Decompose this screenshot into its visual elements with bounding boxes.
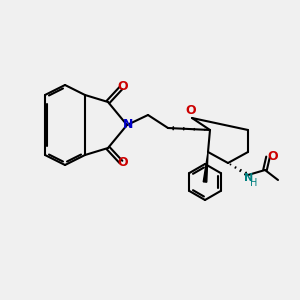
Text: H: H bbox=[250, 178, 258, 188]
Text: O: O bbox=[118, 80, 128, 94]
Text: N: N bbox=[123, 118, 133, 131]
Text: O: O bbox=[118, 157, 128, 169]
Text: O: O bbox=[268, 149, 278, 163]
Polygon shape bbox=[203, 152, 208, 182]
Text: N: N bbox=[244, 173, 253, 183]
Text: O: O bbox=[186, 104, 196, 118]
